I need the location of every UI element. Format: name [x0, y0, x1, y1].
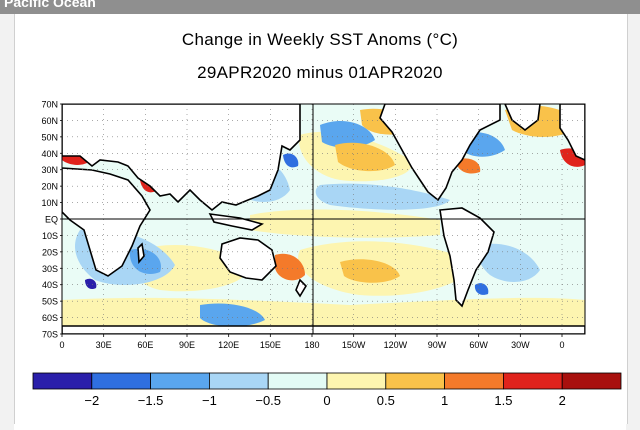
colorbar-tick-label: −0.5: [255, 393, 281, 408]
warm-patch-equatorial: [250, 209, 440, 238]
cool-patch-argentina: [474, 283, 489, 295]
right-margin: [626, 14, 640, 430]
colorbar-tick-label: 0: [323, 393, 330, 408]
colorbar: [32, 372, 622, 390]
longitude-label: 90E: [179, 340, 195, 350]
land-eurasia: [62, 104, 301, 212]
colorbar-bin: [561, 372, 622, 390]
land-north-america: [379, 104, 501, 202]
latitude-label: 60N: [41, 116, 58, 126]
colorbar-tick-label: −1.5: [138, 393, 164, 408]
latitude-label: 50S: [42, 297, 58, 307]
colorbar-bin: [326, 372, 387, 390]
longitude-label: 150W: [342, 340, 366, 350]
land-madagascar: [137, 242, 145, 265]
colorbar-bin: [502, 372, 563, 390]
map-title: Change in Weekly SST Anoms (°C): [181, 30, 459, 49]
colorbar-bin: [32, 372, 93, 390]
latitude-label: 70S: [42, 330, 58, 340]
warm-patch-southern-ocean: [62, 297, 585, 334]
longitude-label: 60W: [469, 340, 488, 350]
longitude-labels: 0 30E 60E 90E 120E 150E 180 150W 120W 90W 60W 30W 0: [59, 334, 565, 350]
colorbar-ticks: −2 −1.5 −1 −0.5 0 0.5 1 1.5 2: [84, 393, 565, 408]
longitude-label: 120W: [384, 340, 408, 350]
warm-patch-npac-orange: [335, 142, 395, 172]
latitude-label: 50N: [41, 132, 58, 142]
latitude-label: 40S: [42, 280, 58, 290]
latitude-label: 10N: [41, 198, 58, 208]
colorbar-tick-label: −2: [84, 393, 99, 408]
left-margin: [0, 14, 14, 430]
longitude-label: 90W: [428, 340, 447, 350]
warm-patch-tasman: [275, 253, 305, 281]
colorbar-tick-label: 1: [441, 393, 448, 408]
colorbar-tick-label: 1.5: [494, 393, 512, 408]
cool-patch-south-atlantic: [477, 243, 540, 282]
latitude-label: 20S: [42, 247, 58, 257]
land-greenland: [504, 104, 541, 132]
latitude-label: 60S: [42, 313, 58, 323]
colorbar-tick-label: 2: [559, 393, 566, 408]
land-indonesia: [208, 213, 265, 231]
longitude-label: 30W: [511, 340, 530, 350]
cool-patch-southern: [200, 303, 265, 327]
colorbar-bin: [444, 372, 504, 390]
longitude-label: 120E: [218, 340, 239, 350]
top-bar: Pacific Ocean: [0, 0, 640, 14]
longitude-label: 0: [559, 340, 564, 350]
longitude-label: 180: [304, 340, 319, 350]
colorbar-tick-label: 0.5: [377, 393, 395, 408]
cool-patch-tropical-pacific: [315, 183, 450, 210]
land-new-zealand: [295, 278, 308, 298]
cropped-title: Pacific Ocean: [4, 0, 96, 10]
colorbar-bin: [267, 372, 328, 390]
colorbar-tick-label: −1: [202, 393, 217, 408]
latitude-label: 30N: [41, 165, 58, 175]
cool-patch-japan: [283, 153, 299, 168]
longitude-label: 0: [59, 340, 64, 350]
land-masses: [62, 104, 585, 334]
colorbar-bin: [91, 372, 152, 390]
longitude-label: 60E: [137, 340, 153, 350]
latitude-labels: 70N 60N 50N 40N 30N 20N 10N EQ 10S 20S 30S 40S 50S 60…: [41, 100, 62, 340]
cool-patch-north-pacific: [320, 120, 375, 148]
land-south-america: [439, 207, 495, 308]
cool-patch-indian-deep: [129, 248, 161, 274]
land-europe-west: [559, 104, 585, 161]
land-africa: [62, 167, 151, 277]
latitude-label: 20N: [41, 182, 58, 192]
longitude-label: 30E: [96, 340, 112, 350]
cool-patch-cape: [85, 278, 97, 290]
colorbar-bin: [385, 372, 445, 390]
latitude-label: 40N: [41, 149, 58, 159]
warm-patch-south-pacific-orange: [340, 259, 400, 283]
warm-patch-gulf-stream: [455, 158, 481, 174]
longitude-label: 150E: [260, 340, 281, 350]
land-antarctica: [62, 325, 585, 334]
latitude-label: EQ: [45, 215, 58, 225]
land-australia: [219, 237, 277, 281]
latitude-label: 10S: [42, 231, 58, 241]
map-date-range: 29APR2020 minus 01APR2020: [197, 63, 443, 82]
colorbar-bin: [150, 372, 210, 390]
colorbar-bin: [208, 372, 269, 390]
latitude-label: 70N: [41, 100, 58, 110]
latitude-label: 30S: [42, 264, 58, 274]
